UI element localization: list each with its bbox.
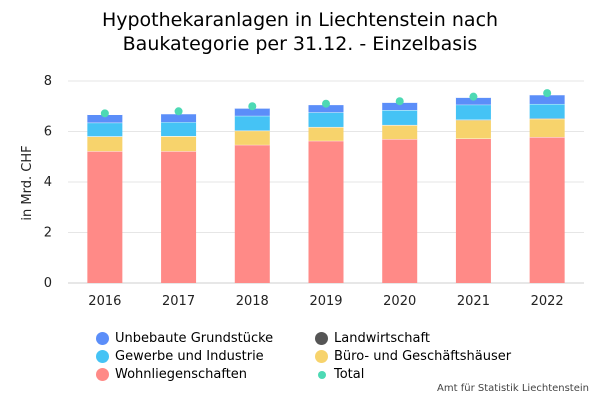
legend-swatch [315,332,328,345]
y-tick-label: 4 [44,175,52,190]
legend-swatch [96,332,109,345]
bar-segment [529,94,565,104]
bar-segment [529,103,565,119]
y-tick-label: 0 [44,276,52,291]
total-point [469,92,478,101]
y-tick-label: 6 [44,125,52,140]
bar-segment [87,136,123,152]
bar-segment [161,136,197,152]
legend-swatch [315,350,328,363]
legend-label: Büro- und Geschäftshäuser [334,349,512,364]
legend-item: Büro- und Geschäftshäuser [315,348,535,365]
x-tick-label: 2020 [383,294,416,309]
bar-segment [382,139,418,283]
bar-segment [234,144,270,283]
total-point [322,99,330,108]
legend-item: Unbebaute Grundstücke [96,330,315,347]
bar-segment [382,102,418,111]
bar-segment [455,104,491,120]
bar-segment [161,113,197,123]
total-point [174,107,183,116]
x-tick-label: 2019 [309,294,342,309]
source-note: Amt für Statistik Liechtenstein [437,383,589,394]
bar-segment [382,125,418,140]
bar-segment [87,114,123,123]
bar-segment [529,137,565,283]
legend-label: Total [334,367,365,382]
legend-swatch [96,350,109,363]
bar-segment [161,151,197,283]
bar-segment [529,118,565,138]
legend-item: Total [315,366,535,383]
bar-segment [308,140,344,283]
total-point [100,109,109,118]
y-tick-label: 2 [44,226,52,241]
legend-label: Unbebaute Grundstücke [115,331,274,346]
bar-segment [455,138,491,283]
bar-segment [455,97,491,105]
total-point [248,102,257,111]
legend-label: Wohnliegenschaften [115,367,248,382]
chart-title: Hypothekaranlagen in Liechtenstein nach … [0,8,600,56]
legend-item: Wohnliegenschaften [96,366,315,383]
bar-segment [234,130,270,145]
legend-swatch [96,368,109,381]
chart-title-line-1: Hypothekaranlagen in Liechtenstein nach [101,9,499,31]
bar-segment [234,115,270,131]
bar-segment [382,110,418,125]
x-tick-label: 2022 [531,294,564,309]
bar-segment [87,122,123,137]
legend-label: Landwirtschaft [334,331,430,346]
total-point [395,97,404,106]
bar-segment [87,151,123,283]
total-point [543,89,552,98]
legend-item: Landwirtschaft [315,330,535,347]
x-tick-label: 2016 [88,294,121,309]
bar-segment [161,122,197,137]
bar-segment [308,127,344,141]
x-tick-label: 2021 [457,294,490,309]
bar-segment [234,108,270,116]
chart-legend: Unbebaute Grundstücke Landwirtschaft Gewer… [96,330,556,383]
y-axis-label: in Mrd. CHF [20,145,35,220]
x-tick-label: 2017 [162,294,195,309]
legend-item: Gewerbe und Industrie [96,348,315,365]
bar-segment [308,104,344,113]
x-tick-label: 2018 [236,294,269,309]
y-tick-label: 8 [44,74,52,89]
bar-segment [308,112,344,127]
legend-label: Gewerbe und Industrie [115,349,264,364]
legend-swatch [318,370,326,379]
bar-segment [455,120,491,139]
chart-title-line-2: Baukategorie per 31.12. - Einzelbasis [122,33,478,55]
